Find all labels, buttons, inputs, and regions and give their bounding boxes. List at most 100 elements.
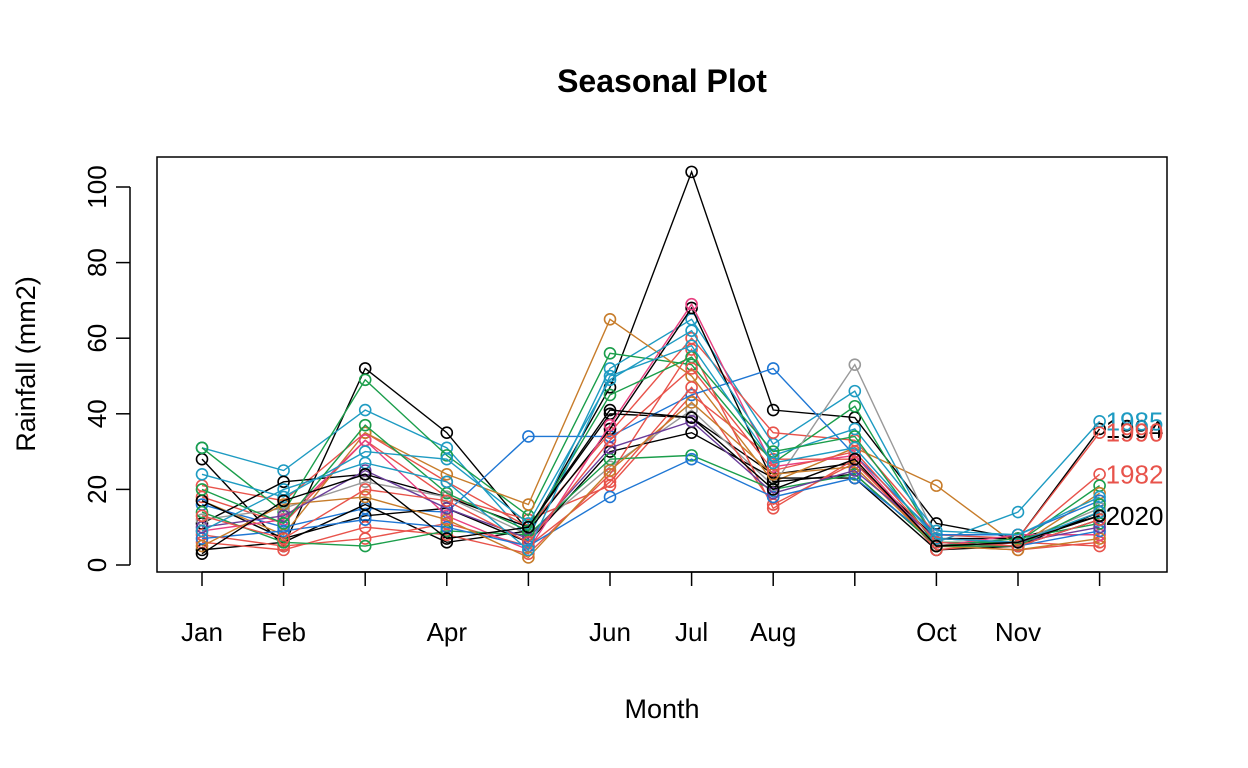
data-point xyxy=(685,339,698,353)
data-point xyxy=(195,547,209,560)
data-point xyxy=(848,445,862,458)
x-tick-label: Aug xyxy=(750,617,796,647)
data-point xyxy=(766,486,780,500)
data-point xyxy=(685,415,698,428)
series-line xyxy=(201,318,1100,547)
x-tick-label: Nov xyxy=(995,617,1041,647)
data-point xyxy=(358,373,372,387)
data-point xyxy=(358,513,372,526)
y-tick-label: 100 xyxy=(82,165,112,208)
series-unlabeled-21 xyxy=(195,339,1106,557)
data-point xyxy=(603,369,617,383)
data-point xyxy=(1093,513,1106,526)
data-point xyxy=(766,490,780,504)
series-layer xyxy=(195,165,1106,564)
data-point xyxy=(685,301,698,315)
data-point xyxy=(440,475,454,489)
data-point xyxy=(440,452,454,466)
series-line xyxy=(201,413,1100,540)
data-point xyxy=(685,324,698,337)
x-tick-label: Jan xyxy=(181,617,223,647)
series-line xyxy=(201,344,1100,551)
data-point xyxy=(685,362,698,375)
data-point xyxy=(1011,505,1025,519)
data-point xyxy=(1011,536,1025,549)
data-point xyxy=(277,490,290,504)
series-unlabeled-19 xyxy=(195,350,1106,553)
x-tick-label: Jul xyxy=(675,617,708,647)
data-point xyxy=(522,430,535,443)
data-point xyxy=(522,543,535,557)
series-line xyxy=(201,352,1100,544)
data-point xyxy=(195,441,209,455)
series-line xyxy=(201,363,1100,544)
year-label: 1994 xyxy=(1106,414,1164,444)
data-point xyxy=(440,467,454,481)
data-point xyxy=(685,297,698,311)
data-point xyxy=(277,475,290,489)
series-unlabeled-22 xyxy=(195,403,1106,560)
series-1985 xyxy=(195,312,1106,549)
data-point xyxy=(603,347,617,360)
series-line xyxy=(201,367,1100,547)
plot-frame xyxy=(156,156,1168,573)
data-point xyxy=(1011,539,1025,553)
y-axis-label: Rainfall (mm2) xyxy=(11,276,41,452)
series-line xyxy=(201,367,1100,536)
data-point xyxy=(848,460,862,474)
data-point xyxy=(522,551,535,564)
y-tick-label: 20 xyxy=(82,475,112,504)
x-tick-label: Feb xyxy=(261,617,306,647)
data-point xyxy=(685,381,698,394)
series-line xyxy=(201,409,1100,555)
data-point xyxy=(685,411,698,424)
data-point xyxy=(195,505,209,519)
year-label: 2020 xyxy=(1106,501,1164,531)
data-point xyxy=(848,399,862,413)
data-point xyxy=(848,384,862,398)
data-point xyxy=(685,165,698,179)
series-unlabeled-5 xyxy=(195,347,1106,549)
data-point xyxy=(1093,509,1106,523)
data-point xyxy=(195,490,209,504)
data-point xyxy=(522,536,535,549)
data-point xyxy=(440,532,454,545)
chart-title: Seasonal Plot xyxy=(557,63,767,99)
series-unlabeled-9 xyxy=(195,301,1106,557)
y-axis: 0 20 40 60 80 100 xyxy=(82,165,131,572)
data-point xyxy=(766,426,780,440)
x-tick-label: Apr xyxy=(427,617,468,647)
data-point xyxy=(1093,490,1106,504)
data-point xyxy=(1093,505,1106,519)
data-point xyxy=(930,536,943,549)
data-point xyxy=(358,464,372,477)
data-point xyxy=(358,520,372,534)
data-point xyxy=(603,464,617,477)
series-line xyxy=(201,318,1101,544)
data-point xyxy=(1093,426,1106,440)
data-point xyxy=(766,483,780,496)
data-point xyxy=(603,467,617,481)
data-point xyxy=(766,456,780,470)
series-line xyxy=(201,348,1100,555)
data-point xyxy=(440,449,454,462)
x-tick-label: Jun xyxy=(589,617,631,647)
data-point xyxy=(358,403,372,417)
data-point xyxy=(603,418,617,432)
data-point xyxy=(522,517,535,530)
series-line xyxy=(201,169,1101,548)
data-point xyxy=(358,418,372,432)
data-point xyxy=(930,532,943,545)
data-point xyxy=(277,494,290,508)
data-point xyxy=(848,358,862,371)
series-unlabeled-12 xyxy=(195,343,1106,560)
data-point xyxy=(766,464,780,477)
year-label: 1982 xyxy=(1106,459,1164,489)
data-point xyxy=(603,433,617,447)
data-point xyxy=(930,479,943,492)
data-point xyxy=(195,524,209,538)
data-point xyxy=(685,452,698,466)
